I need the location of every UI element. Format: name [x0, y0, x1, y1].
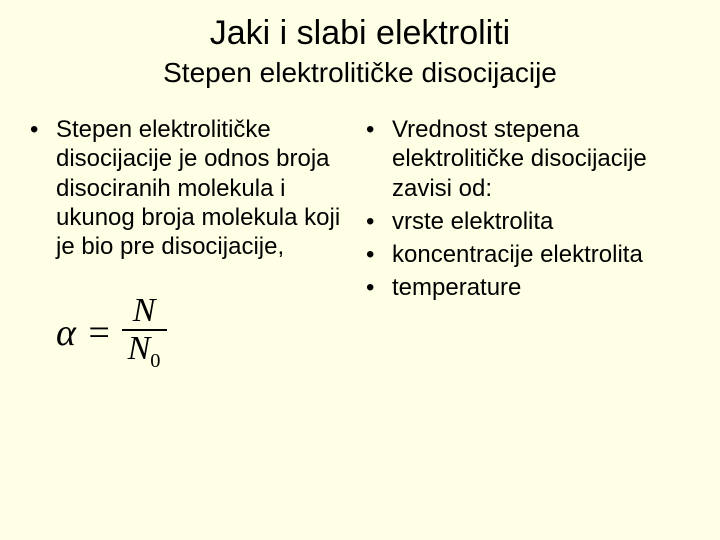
slide-title: Jaki i slabi elektroliti — [30, 14, 690, 53]
list-item: • temperature — [366, 273, 690, 302]
formula-denominator: N0 — [122, 329, 167, 372]
bullet-text: vrste elektrolita — [392, 207, 690, 236]
slide: Jaki i slabi elektroliti Stepen elektrol… — [0, 0, 720, 540]
list-item: • Vrednost stepena elektrolitičke disoci… — [366, 115, 690, 203]
list-item: • Stepen elektrolitičke disocijacije je … — [30, 115, 354, 261]
formula-lhs: α — [56, 311, 76, 355]
formula: α = N N0 — [56, 293, 354, 372]
bullet-text: Stepen elektrolitičke disocijacije je od… — [56, 115, 354, 261]
bullet-icon: • — [366, 207, 392, 236]
bullet-text: Vrednost stepena elektrolitičke disocija… — [392, 115, 690, 203]
content-columns: • Stepen elektrolitičke disocijacije je … — [30, 115, 690, 372]
formula-eq: = — [86, 311, 112, 355]
bullet-text: koncentracije elektrolita — [392, 240, 690, 269]
formula-fraction: N N0 — [122, 293, 167, 372]
bullet-text: temperature — [392, 273, 690, 302]
slide-subtitle: Stepen elektrolitičke disocijacije — [30, 57, 690, 89]
bullet-icon: • — [366, 273, 392, 302]
bullet-icon: • — [366, 240, 392, 269]
left-column: • Stepen elektrolitičke disocijacije je … — [30, 115, 354, 372]
list-item: • koncentracije elektrolita — [366, 240, 690, 269]
formula-den-base: N — [128, 330, 151, 367]
list-item: • vrste elektrolita — [366, 207, 690, 236]
bullet-icon: • — [366, 115, 392, 203]
bullet-icon: • — [30, 115, 56, 261]
formula-numerator: N — [127, 293, 162, 329]
formula-den-sub: 0 — [150, 350, 160, 372]
right-column: • Vrednost stepena elektrolitičke disoci… — [366, 115, 690, 372]
